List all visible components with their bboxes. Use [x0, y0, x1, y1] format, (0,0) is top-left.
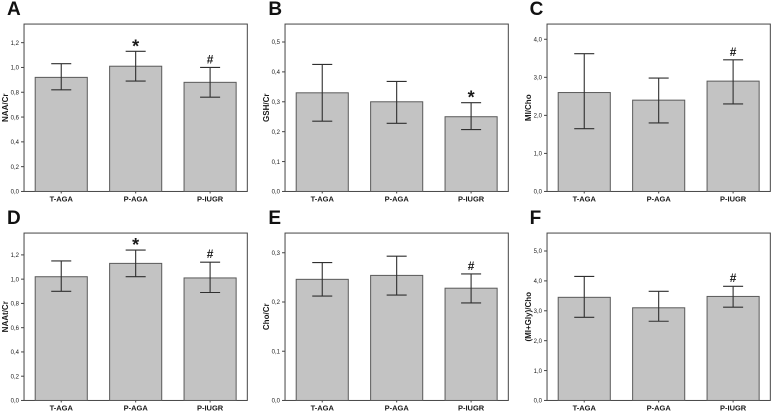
y-tick-label: 1,0 [11, 277, 20, 283]
y-tick-label: 0,8 [11, 301, 20, 307]
y-tick-label: 0,2 [11, 165, 20, 171]
x-category-label: T-AGA [50, 403, 74, 412]
y-tick-label: 0,0 [11, 398, 20, 404]
panel-c: 0,0 1,0 2,0 3,0 4,0 T-AGA P-AGA # P-IUGR MI/Cho C [523, 0, 784, 209]
x-category-label: T-AGA [572, 194, 596, 203]
y-axis-title: Cho/Cr [262, 303, 271, 330]
x-category-label: P-AGA [646, 403, 671, 412]
bar [183, 276, 237, 401]
y-tick-label: 4,0 [533, 37, 542, 43]
y-tick-label: 0,2 [272, 300, 281, 306]
bar [706, 295, 760, 401]
panel-d: 0,0 0,2 0,4 0,6 0,8 1,0 1,2 T-AGA * P-AGA # P-IUGR N… [0, 207, 261, 417]
bar [109, 65, 163, 192]
x-category-label: T-AGA [572, 403, 596, 412]
significance-hash: # [729, 271, 736, 285]
y-tick-label: 0,1 [272, 349, 281, 355]
y-tick-label: 0,0 [272, 398, 281, 404]
x-category-label: P-IUGR [720, 194, 747, 203]
x-category-label: P-AGA [385, 194, 410, 203]
significance-asterisk: * [132, 235, 139, 255]
bar [183, 81, 237, 192]
bar [34, 76, 88, 192]
y-tick-label: 0,0 [533, 190, 542, 196]
y-tick-label: 0,6 [11, 115, 20, 121]
y-tick-label: 0,6 [11, 325, 20, 331]
panel-a: 0,0 0,2 0,4 0,6 0,8 1,0 1,2 T-AGA * P-AGA # P-IUGR N… [0, 0, 261, 209]
y-axis-title: (MI+Gly)/Cho [524, 291, 533, 341]
y-tick-label: 2,0 [533, 114, 542, 120]
y-tick-label: 0,2 [11, 374, 20, 380]
y-tick-label: 3,0 [533, 76, 542, 82]
bar [34, 275, 88, 401]
panel-letter-f: F [529, 207, 542, 229]
y-axis-title: MI/Cho [524, 94, 533, 121]
y-tick-label: 0,4 [11, 140, 20, 146]
chart-b-svg: 0,0 0,1 0,2 0,3 0,4 0,5 T-AGA P-AGA * P-IUGR GSH/C… [262, 23, 510, 203]
bar [109, 262, 163, 401]
significance-hash: # [729, 45, 736, 59]
chart-a-svg: 0,0 0,2 0,4 0,6 0,8 1,0 1,2 T-AGA * P-AGA # P-IUGR N… [1, 23, 248, 203]
panel-f: 0,0 1,0 2,0 3,0 4,0 5,0 T-AGA P-AGA # P-IUGR (MI+G… [523, 207, 784, 417]
panel-letter-e: E [268, 207, 282, 229]
x-category-label: P-IUGR [458, 403, 485, 412]
panel-letter-c: C [529, 0, 544, 20]
y-tick-label: 3,0 [533, 308, 542, 314]
y-tick-label: 0,3 [272, 250, 281, 256]
y-tick-label: 0,0 [272, 190, 281, 196]
chart-c-svg: 0,0 1,0 2,0 3,0 4,0 T-AGA P-AGA # P-IUGR MI/Cho [524, 23, 771, 203]
y-tick-label: 0,4 [272, 70, 281, 76]
chart-d-svg: 0,0 0,2 0,4 0,6 0,8 1,0 1,2 T-AGA * P-AGA # P-IUGR N… [1, 232, 248, 412]
y-tick-label: 5,0 [533, 249, 542, 255]
y-tick-label: 0,0 [533, 398, 542, 404]
y-axis-title: NAA/Cr [1, 94, 10, 122]
y-tick-label: 0,8 [11, 90, 20, 96]
x-category-label: T-AGA [50, 194, 74, 203]
x-category-label: T-AGA [311, 194, 335, 203]
y-tick-label: 0,4 [11, 350, 20, 356]
x-category-label: P-AGA [646, 194, 671, 203]
panel-b: 0,0 0,1 0,2 0,3 0,4 0,5 T-AGA P-AGA * P-IUGR GSH/C… [261, 0, 522, 209]
y-axis-title: GSH/Cr [262, 94, 271, 122]
x-category-label: P-AGA [124, 194, 149, 203]
y-tick-label: 4,0 [533, 279, 542, 285]
significance-hash: # [207, 247, 214, 261]
significance-asterisk: * [132, 36, 139, 56]
y-tick-label: 1,2 [11, 253, 20, 259]
y-tick-label: 1,0 [533, 152, 542, 158]
y-axis-title: NAAt/Cr [1, 301, 10, 332]
panel-letter-d: D [7, 207, 22, 229]
bar [296, 278, 350, 401]
chart-e-svg: 0,0 0,1 0,2 0,3 T-AGA P-AGA # P-IUGR Cho/Cr [262, 232, 510, 412]
y-tick-label: 0,1 [272, 160, 281, 166]
bar [444, 287, 498, 401]
y-tick-label: 0,2 [272, 130, 281, 136]
y-tick-label: 2,0 [533, 338, 542, 344]
x-category-label: P-AGA [385, 403, 410, 412]
bar [631, 306, 685, 401]
x-category-label: P-IUGR [197, 194, 224, 203]
panel-e: 0,0 0,1 0,2 0,3 T-AGA P-AGA # P-IUGR Cho/Cr E [261, 207, 522, 417]
y-tick-label: 1,2 [11, 41, 20, 47]
y-tick-label: 0,5 [272, 40, 281, 46]
x-category-label: P-IUGR [197, 403, 224, 412]
y-tick-label: 1,0 [11, 66, 20, 72]
y-tick-label: 0,3 [272, 100, 281, 106]
y-tick-label: 1,0 [533, 368, 542, 374]
y-tick-label: 0,0 [11, 190, 20, 196]
significance-hash: # [207, 52, 214, 66]
panel-letter-b: B [268, 0, 283, 20]
x-category-label: P-IUGR [458, 194, 485, 203]
significance-hash: # [468, 258, 475, 272]
chart-f-svg: 0,0 1,0 2,0 3,0 4,0 5,0 T-AGA P-AGA # P-IUGR (MI+G… [524, 232, 771, 412]
x-category-label: T-AGA [311, 403, 335, 412]
x-category-label: P-AGA [124, 403, 149, 412]
panel-letter-a: A [7, 0, 22, 20]
x-category-label: P-IUGR [720, 403, 747, 412]
significance-asterisk: * [468, 88, 475, 108]
